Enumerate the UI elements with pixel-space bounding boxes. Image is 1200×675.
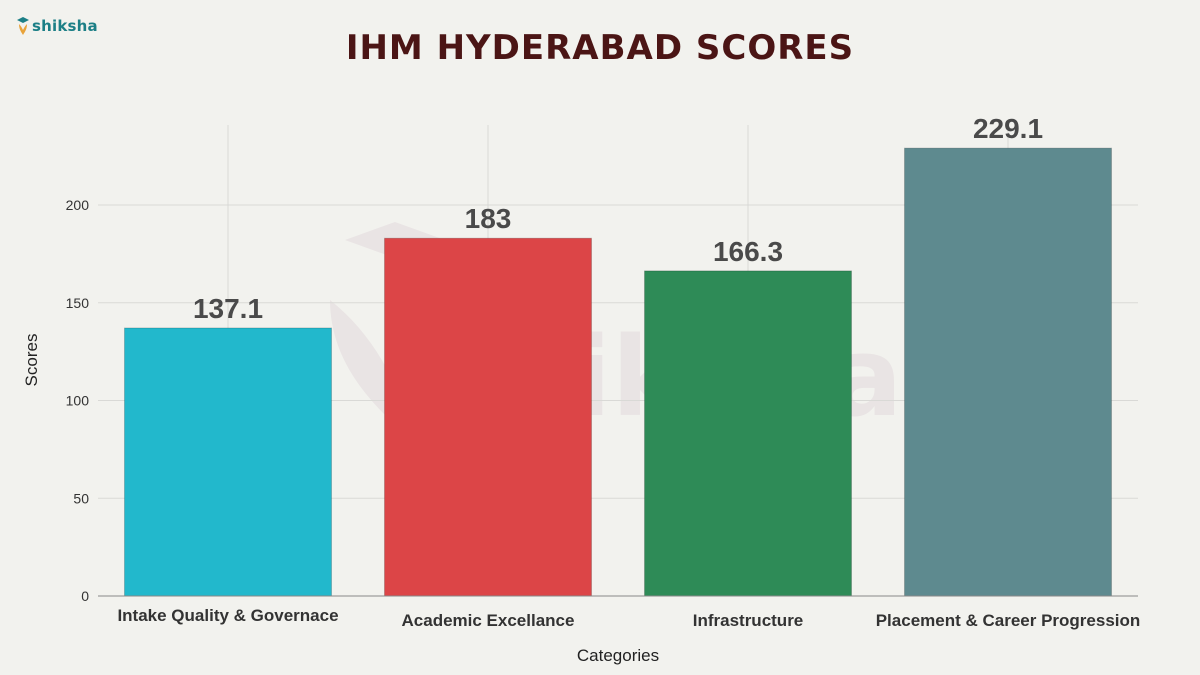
- y-tick-label: 150: [66, 295, 90, 311]
- x-axis-categories: Intake Quality & Governace Academic Excel…: [117, 606, 1140, 630]
- y-axis-ticks: 0 50 100 150 200: [66, 197, 90, 604]
- data-label: 137.1: [193, 293, 263, 324]
- shiksha-logo-icon: [17, 17, 29, 35]
- y-tick-label: 200: [66, 197, 90, 213]
- logo-text: shiksha: [32, 17, 98, 35]
- x-axis-title: Categories: [577, 646, 659, 665]
- category-label: Academic Excellance: [402, 611, 575, 630]
- category-label: Placement & Career Progression: [876, 611, 1141, 630]
- category-label: Intake Quality & Governace: [117, 606, 338, 625]
- y-tick-label: 50: [73, 490, 89, 506]
- data-label: 166.3: [713, 236, 783, 267]
- shiksha-logo: shiksha: [16, 16, 98, 36]
- y-tick-label: 0: [81, 588, 89, 604]
- bar-4: [904, 147, 1112, 597]
- data-label: 229.1: [973, 113, 1043, 144]
- chart-title: IHM HYDERABAD SCORES: [345, 28, 855, 68]
- category-label: Infrastructure: [693, 611, 804, 630]
- data-label: 183: [465, 203, 512, 234]
- bar-3: [644, 270, 852, 597]
- bar-1: [124, 327, 332, 597]
- bar-2: [384, 237, 592, 597]
- y-axis-title: Scores: [22, 334, 41, 387]
- y-tick-label: 100: [66, 393, 90, 409]
